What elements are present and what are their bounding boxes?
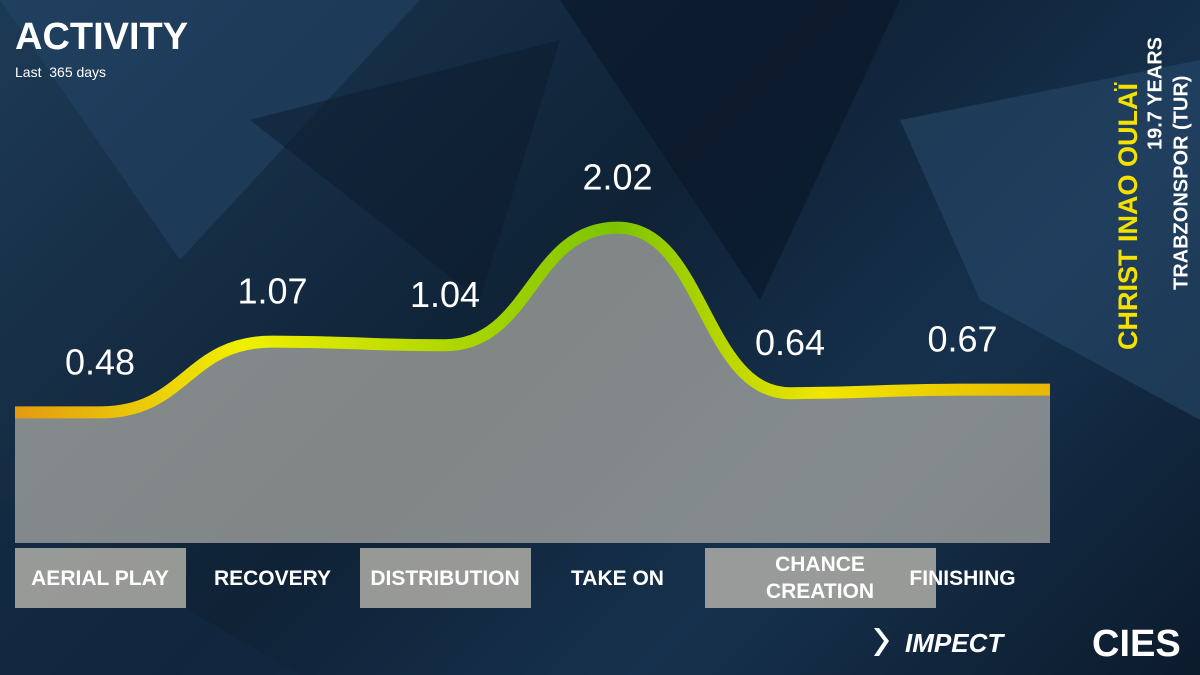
player-name: CHRIST INAO OULAÏ [1113, 82, 1143, 350]
player-age: 19.7 YEARS [1144, 37, 1166, 150]
value-label: 0.67 [927, 319, 997, 360]
category-label: AERIAL PLAY [14, 548, 186, 608]
line [15, 221, 1050, 419]
value-label: 1.04 [410, 274, 480, 315]
cies-logo: CIES [1092, 623, 1181, 665]
title: ACTIVITY [15, 16, 189, 58]
impect-icon [874, 628, 889, 656]
value-label: 2.02 [582, 157, 652, 198]
category-label: FINISHING [909, 566, 1016, 590]
area [15, 227, 1050, 543]
category-label: RECOVERY [213, 566, 332, 590]
category-label: CHANCE CREATION [704, 548, 936, 608]
value-label: 0.48 [65, 341, 135, 382]
value-label: 0.64 [755, 322, 825, 363]
subtitle: Last 365 days [15, 64, 107, 80]
category-label: TAKE ON [571, 566, 664, 590]
impect-logo: IMPECT [905, 628, 1005, 658]
value-label: 1.07 [237, 271, 307, 312]
category-label: DISTRIBUTION [359, 548, 531, 608]
player-club: TRABZONSPOR (TUR) [1170, 76, 1192, 290]
